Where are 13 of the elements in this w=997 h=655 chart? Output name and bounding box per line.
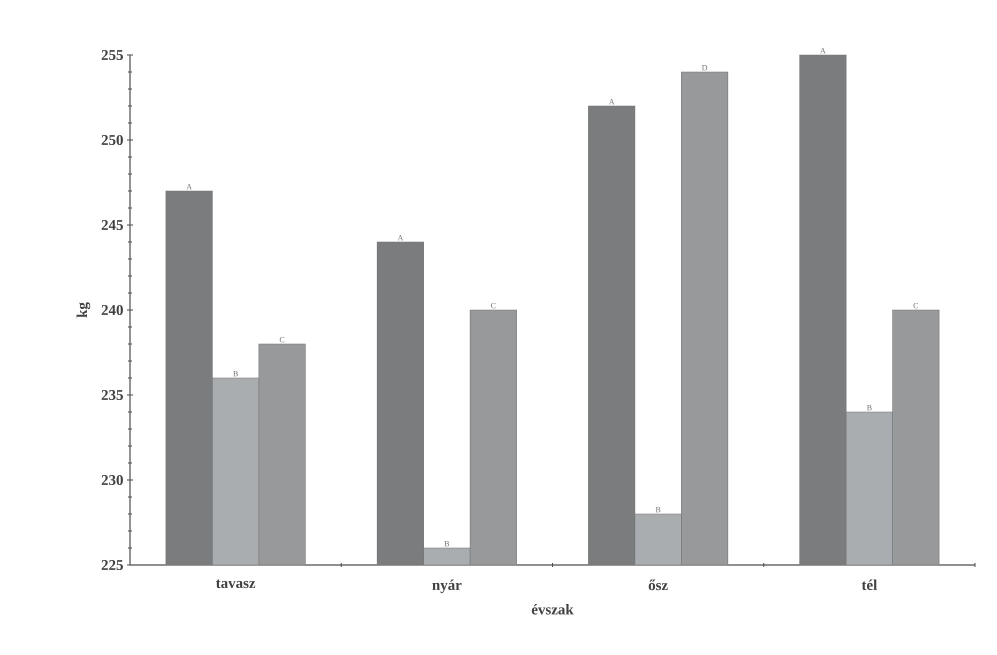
x-tick-label: ősz (648, 580, 668, 590)
x-tick-label: tavasz (216, 580, 256, 588)
x-tick-label: tél (862, 580, 877, 590)
y-tick-label: 240 (102, 304, 123, 316)
y-tick-label: 255 (102, 50, 123, 60)
y-axis-title: kg (76, 302, 90, 318)
y-tick-label: 235 (102, 390, 123, 400)
y-tick-label: 225 (102, 560, 123, 570)
y-tick-label: 230 (102, 474, 123, 486)
y-tick-label: 250 (102, 134, 123, 146)
x-axis-title: évszak (532, 604, 574, 614)
x-tick-label: nyár (432, 580, 462, 594)
y-tick-label: 245 (102, 220, 123, 230)
